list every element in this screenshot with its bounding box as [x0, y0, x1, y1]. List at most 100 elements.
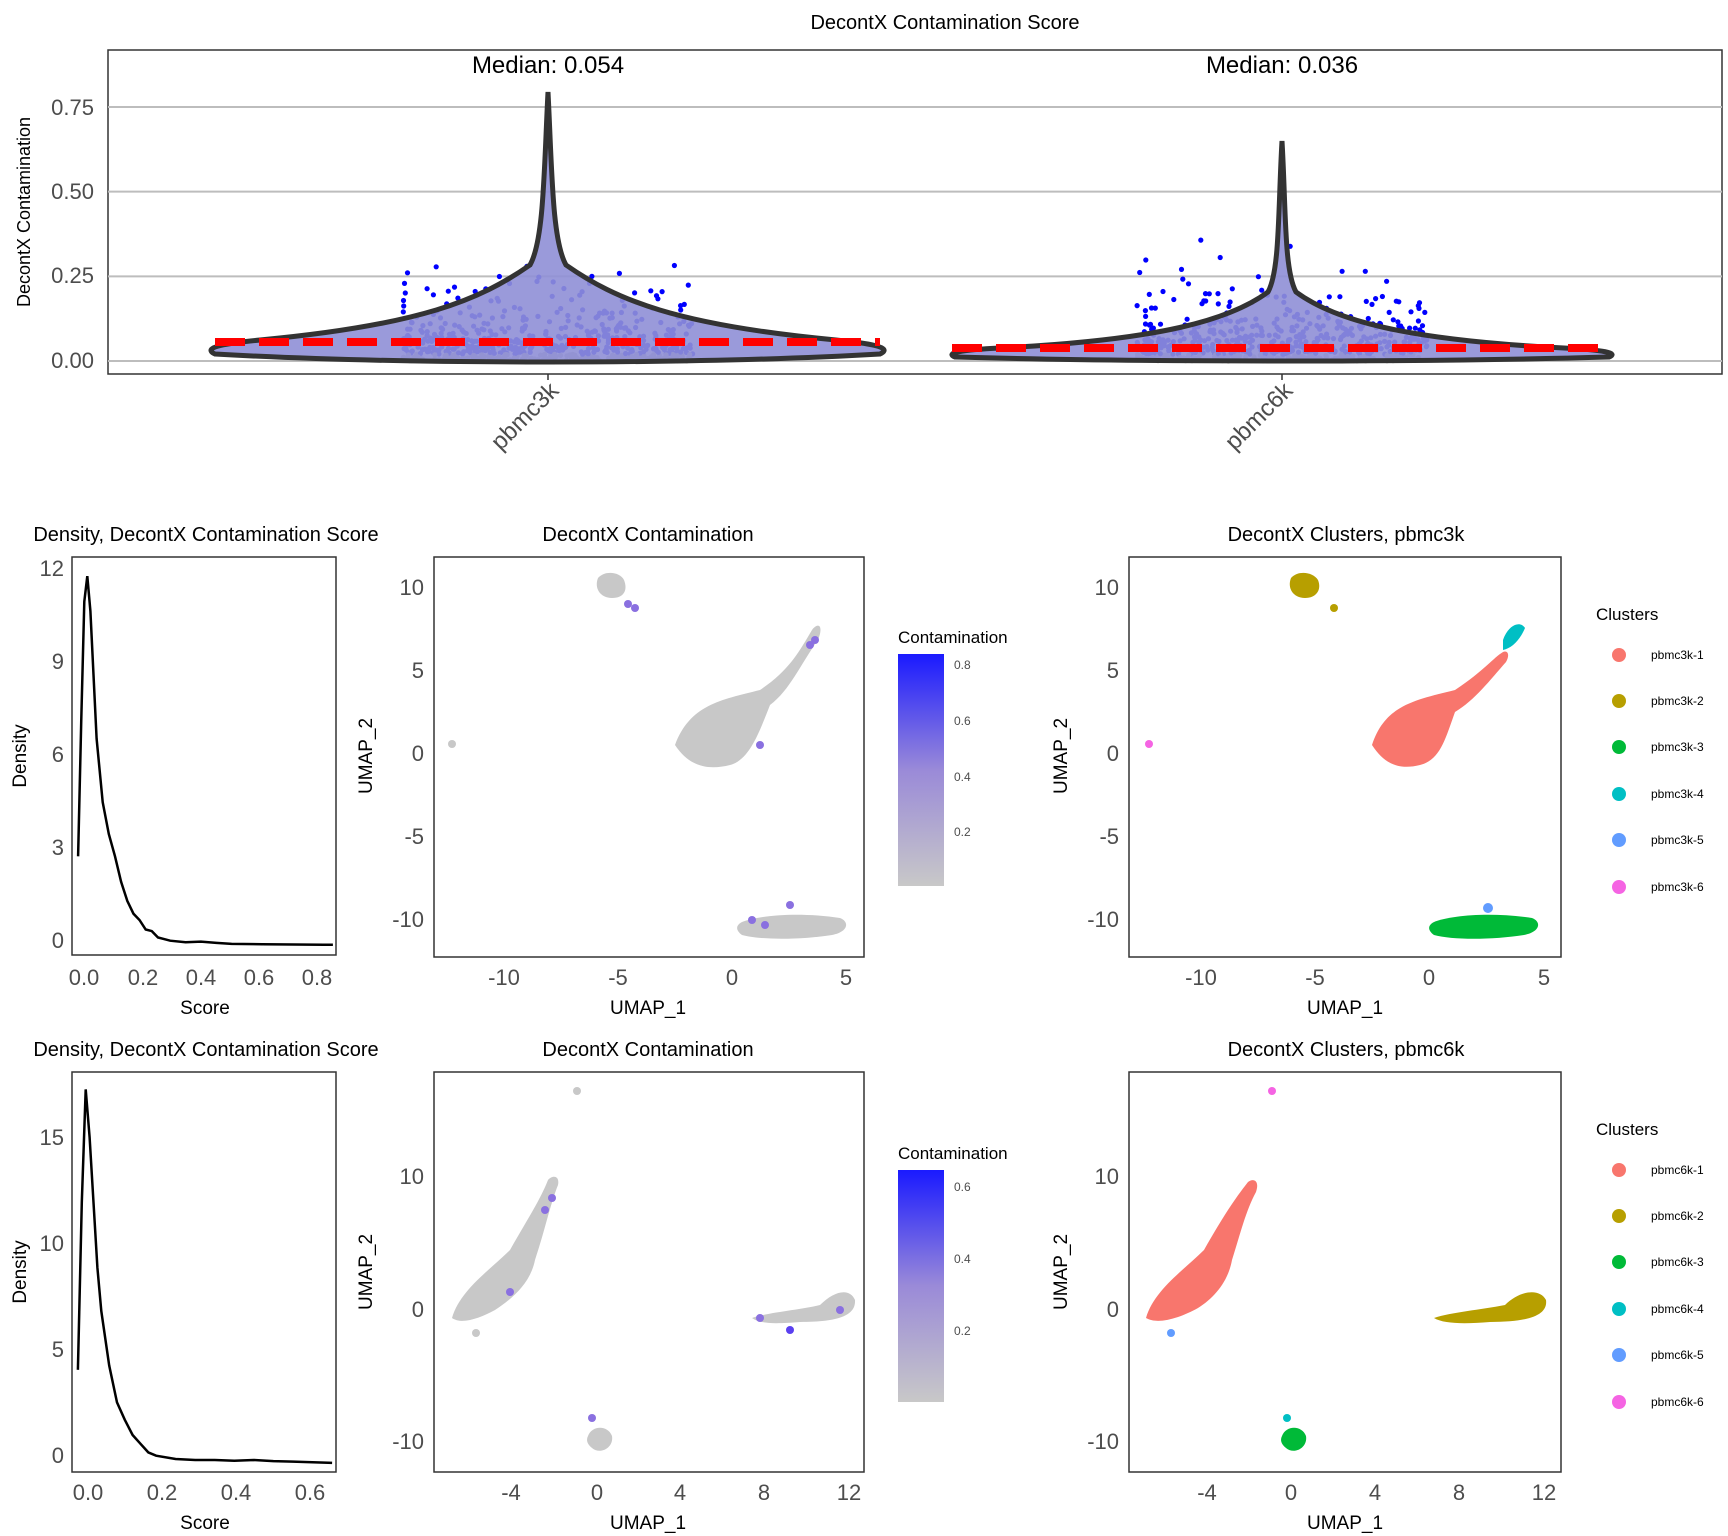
violin-point: [616, 270, 623, 276]
row-pbmc3k: Density, DecontX Contamination Score 0 3…: [10, 524, 1704, 1019]
density-curve: [76, 575, 333, 947]
violin-point: [1157, 321, 1164, 327]
density-xtick-label: 0.0: [73, 1480, 104, 1505]
violin-point: [1384, 278, 1390, 284]
colorbar-tick-label: 0.2: [954, 1324, 971, 1338]
umap-cell-cluster: [596, 572, 626, 598]
umap-y-ticks: -10 0 10: [392, 1164, 424, 1454]
density-title: Density, DecontX Contamination Score: [33, 1039, 378, 1061]
density-x-ticks: 0.0 0.2 0.4 0.6 0.8: [69, 965, 333, 990]
violin-x-label-pbmc6k: pbmc6k: [1220, 376, 1299, 455]
umap-x-axis-label: UMAP_1: [610, 1513, 686, 1534]
violin-point: [1408, 309, 1414, 315]
legend-swatch: [1612, 880, 1626, 894]
violin-point: [404, 270, 411, 276]
cluster-pbmc6k-4: [1283, 1414, 1291, 1422]
legend-swatch: [1612, 833, 1626, 847]
violin-point: [1379, 293, 1385, 300]
violin-point: [1395, 319, 1401, 325]
umap-cell-cluster: [737, 914, 847, 939]
violin-point: [433, 264, 439, 270]
umap-x-ticks: -10 -5 0 5: [488, 965, 852, 990]
clusters-ytick-label: -10: [1087, 1429, 1119, 1454]
density-plot-border: [71, 1071, 337, 1473]
clusters-y-axis-label: UMAP_2: [1051, 1234, 1072, 1310]
violin-gridlines: [108, 106, 1722, 362]
clusters-ytick-label: -5: [1099, 824, 1119, 849]
violin-point: [1417, 327, 1423, 333]
density-x-axis-label: Score: [180, 998, 230, 1019]
violin-point: [1146, 291, 1152, 297]
violin-x-label-pbmc3k: pbmc3k: [486, 376, 565, 455]
violin-point: [648, 288, 654, 294]
density-ytick-label: 12: [40, 556, 64, 581]
clusters-ytick-label: 10: [1095, 575, 1119, 600]
violin-point: [1152, 305, 1158, 311]
umap-xtick-label: 4: [674, 1480, 686, 1505]
violin-point: [1396, 299, 1402, 305]
violin-point: [1147, 321, 1154, 327]
umap-cell: [756, 1314, 764, 1322]
umap-cell: [573, 1087, 581, 1095]
cluster-pbmc6k-6: [1268, 1087, 1276, 1095]
umap-y-axis-label: UMAP_2: [356, 1234, 377, 1310]
colorbar-tick-label: 0.4: [954, 1252, 971, 1266]
umap-x-ticks: -4 0 4 8 12: [501, 1480, 861, 1505]
violin-point: [1416, 300, 1423, 306]
violin-point: [1217, 254, 1223, 261]
median-label-pbmc3k: Median: 0.054: [472, 52, 624, 79]
clusters-plot-border: [1128, 556, 1562, 958]
clusters-xtick-label: -10: [1185, 965, 1217, 990]
umap-cell: [588, 1414, 596, 1422]
violin-point: [1143, 257, 1149, 263]
umap-ytick-label: -10: [392, 1429, 424, 1454]
violin-point: [1160, 288, 1166, 295]
umap-cell-cluster: [452, 1176, 559, 1321]
density-y-axis-label: Density: [10, 724, 31, 788]
violin-point: [400, 297, 407, 304]
clusters-xtick-label: 0: [1285, 1480, 1297, 1505]
umap-clusters: [448, 572, 847, 939]
umap-cell: [786, 1326, 794, 1334]
density-xtick-label: 0.6: [244, 965, 275, 990]
cluster-legend: pbmc6k-1 pbmc6k-2 pbmc6k-3 pbmc6k-4 pbmc…: [1612, 1163, 1704, 1409]
umap-cell: [541, 1206, 549, 1214]
violin-point: [1185, 281, 1192, 287]
density-ytick-label: 6: [52, 742, 64, 767]
cluster-pbmc6k-2: [1434, 1292, 1547, 1324]
umap-y-axis-label: UMAP_2: [356, 718, 377, 794]
umap-ytick-label: 10: [400, 1164, 424, 1189]
umap-xtick-label: -10: [488, 965, 520, 990]
violin-point: [451, 284, 458, 290]
cluster-pbmc3k-3: [1429, 914, 1539, 939]
violin-point: [1362, 268, 1368, 274]
violin-point: [1215, 291, 1221, 297]
violin-point: [1363, 298, 1369, 304]
umap-y-ticks: -10 -5 0 5 10: [392, 575, 424, 932]
violin-point: [1206, 291, 1212, 297]
violin-point: [678, 303, 684, 309]
violin-point: [1326, 294, 1332, 300]
density-xtick-label: 0.0: [69, 965, 100, 990]
umap-cell: [548, 1194, 556, 1202]
umap-cell: [756, 741, 764, 749]
violin-point: [401, 280, 408, 286]
violin-point: [678, 307, 684, 313]
density-ytick-label: 9: [52, 649, 64, 674]
legend-swatch: [1612, 1395, 1626, 1409]
legend-swatch: [1612, 648, 1626, 662]
violin-y-ticks: 0.00 0.25 0.50 0.75: [51, 95, 94, 373]
umap-cell: [448, 740, 456, 748]
density-curve: [76, 1089, 333, 1465]
cluster-pbmc3k-2: [1289, 572, 1320, 598]
umap-cell: [631, 604, 639, 612]
clusters-x-axis-label: UMAP_1: [1307, 998, 1383, 1019]
clusters-ytick-label: 5: [1107, 658, 1119, 683]
colorbar-tick-label: 0.8: [954, 658, 971, 672]
legend-label: pbmc6k-6: [1651, 1395, 1704, 1409]
legend-swatch: [1612, 1209, 1626, 1223]
violin-point: [1184, 316, 1190, 322]
density-y-axis-label: Density: [10, 1240, 31, 1304]
row-pbmc6k: Density, DecontX Contamination Score 0 5…: [10, 1039, 1704, 1534]
density-x-ticks: 0.0 0.2 0.4 0.6: [73, 1480, 326, 1505]
